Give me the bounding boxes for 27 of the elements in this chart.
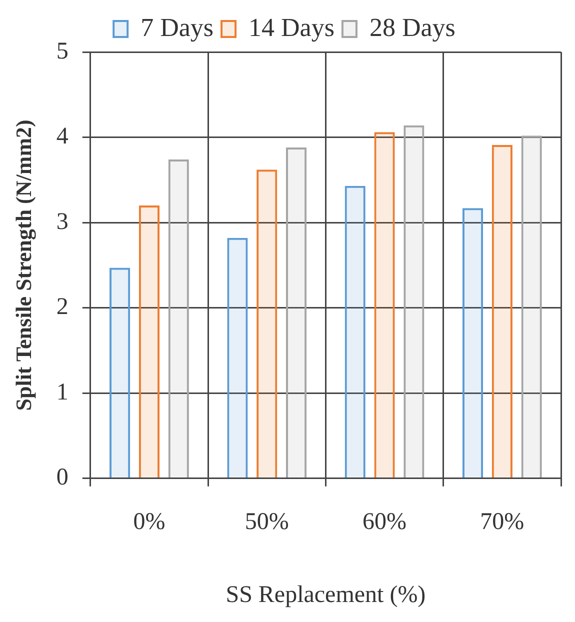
legend-label: 28 Days: [369, 12, 456, 42]
y-tick-label: 2: [56, 294, 68, 320]
bar: [492, 144, 512, 478]
y-tick-label: 0: [56, 464, 68, 491]
y-tick-label: 1: [56, 379, 68, 406]
bar: [138, 206, 160, 478]
y-axis-title: Split Tensile Strength (N/mm2): [10, 120, 36, 411]
bar: [256, 170, 278, 478]
y-tick-label: 3: [56, 208, 68, 235]
x-tick-label: 70%: [480, 509, 524, 536]
y-tick-label: 4: [56, 124, 68, 150]
bar: [286, 148, 307, 478]
bar: [462, 208, 484, 478]
x-axis-title: SS Replacement (%): [226, 582, 426, 608]
bar: [374, 132, 395, 478]
legend-label: 7 Days: [140, 12, 214, 42]
bar: [521, 136, 542, 478]
bar: [110, 268, 130, 478]
bar: [404, 125, 424, 478]
x-tick-label: 60%: [362, 509, 407, 536]
bar: [168, 159, 189, 478]
legend-label: 14 Days: [248, 12, 334, 42]
x-tick-label: 50%: [244, 509, 289, 536]
bar: [344, 186, 366, 478]
bar: [227, 238, 248, 478]
y-tick-label: 5: [56, 38, 68, 64]
x-tick-label: 0%: [133, 509, 166, 536]
